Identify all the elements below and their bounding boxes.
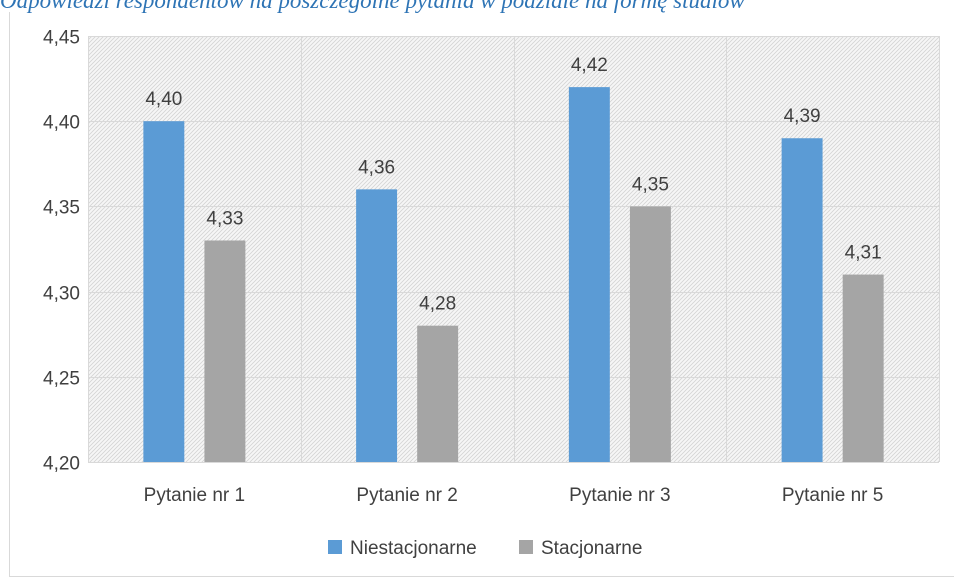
y-tick-label: 4,30 xyxy=(43,284,80,305)
chart-caption: Odpowiedzi respondentów na poszczególne … xyxy=(0,0,745,13)
legend-swatch xyxy=(519,540,533,554)
data-label: 4,42 xyxy=(571,55,608,76)
legend-swatch xyxy=(328,540,342,554)
y-tick-label: 4,20 xyxy=(43,454,80,475)
x-tick-label: Pytanie nr 1 xyxy=(144,485,245,506)
y-tick-label: 4,45 xyxy=(43,28,80,49)
bar xyxy=(568,87,610,463)
bar xyxy=(143,121,185,462)
data-label: 4,28 xyxy=(419,294,456,315)
chart-frame xyxy=(9,12,954,577)
bar xyxy=(417,325,459,462)
axes: 4,20 4,25 4,30 4,35 4,40 4,45 Pytanie nr 1 Pyta… xyxy=(43,28,883,507)
y-tick-label: 4,35 xyxy=(43,198,80,219)
y-tick-label: 4,25 xyxy=(43,369,80,390)
data-label: 4,33 xyxy=(206,208,243,229)
y-tick-label: 4,40 xyxy=(43,113,80,134)
legend: Niestacjonarne Stacjonarne xyxy=(328,538,642,559)
data-label: 4,35 xyxy=(632,174,669,195)
bar xyxy=(204,240,246,462)
x-tick-label: Pytanie nr 5 xyxy=(782,485,883,506)
x-tick-label: Pytanie nr 3 xyxy=(569,485,670,506)
bar xyxy=(781,138,823,463)
bar xyxy=(629,206,671,462)
x-tick-label: Pytanie nr 2 xyxy=(356,485,457,506)
legend-label: Niestacjonarne xyxy=(350,538,477,559)
data-label: 4,31 xyxy=(845,243,882,264)
bar xyxy=(842,274,884,462)
data-label: 4,40 xyxy=(145,89,182,110)
legend-label: Stacjonarne xyxy=(541,538,642,559)
bars xyxy=(143,87,884,463)
data-labels: 4,40 4,33 4,36 4,28 4,42 4,35 4,39 4,31 xyxy=(145,55,881,315)
bar xyxy=(356,189,398,463)
data-label: 4,39 xyxy=(784,106,821,127)
gridlines xyxy=(88,36,940,463)
data-label: 4,36 xyxy=(358,157,395,178)
